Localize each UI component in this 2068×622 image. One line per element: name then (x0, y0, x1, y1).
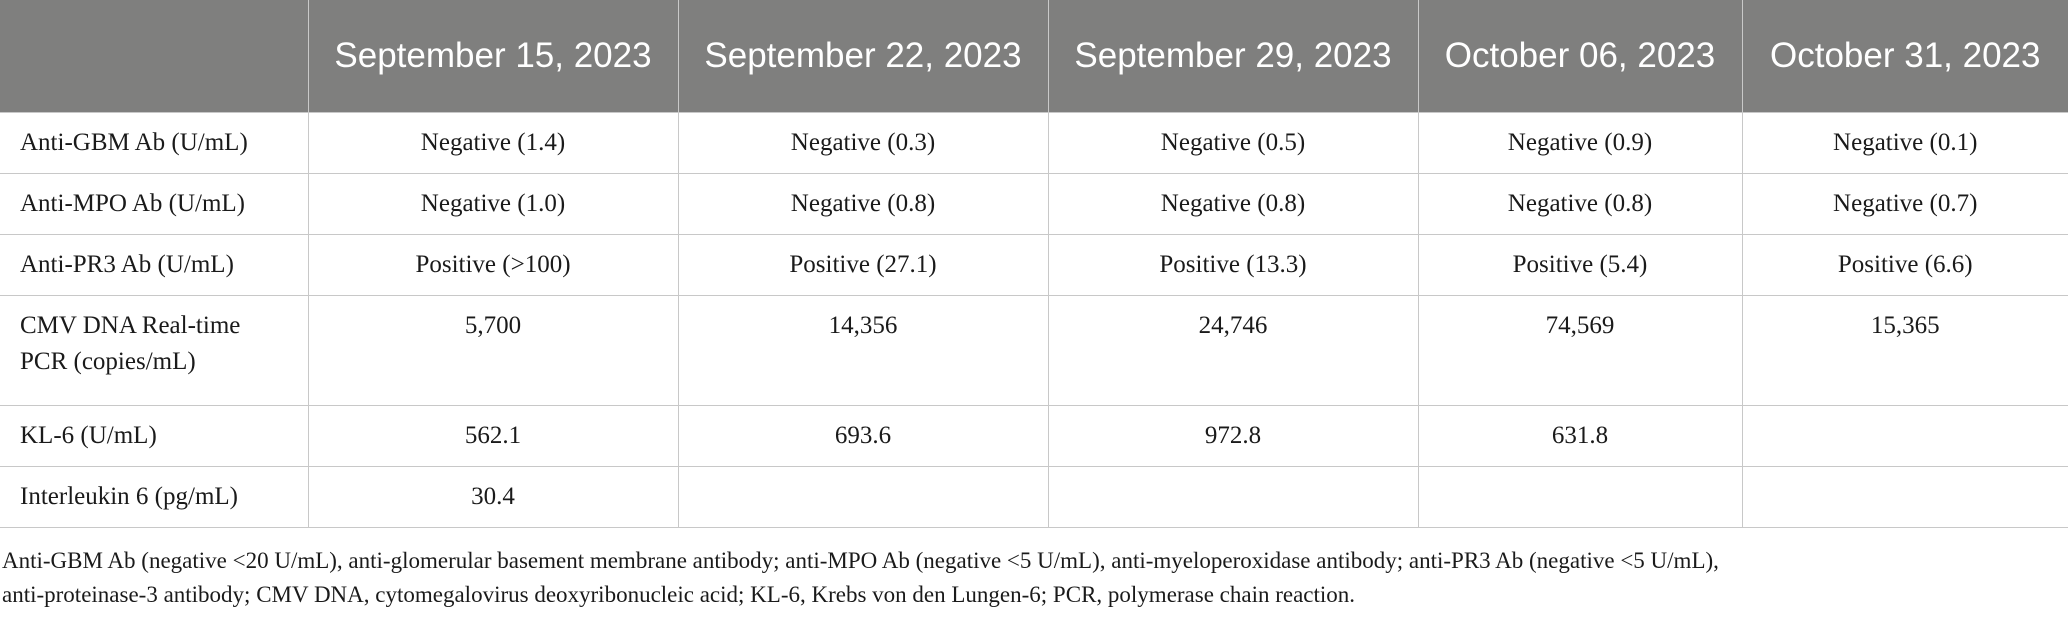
table-row: Anti-MPO Ab (U/mL) Negative (1.0) Negati… (0, 172, 2068, 234)
row-label: Anti-PR3 Ab (U/mL) (0, 233, 308, 295)
table-cell: Negative (1.4) (307, 111, 678, 173)
table-cell: 5,700 (307, 294, 678, 405)
table-cell (1741, 404, 2068, 466)
footnote-line: anti-proteinase-3 antibody; CMV DNA, cyt… (2, 582, 1356, 607)
table-cell (1047, 465, 1418, 528)
table-row: Anti-PR3 Ab (U/mL) Positive (>100) Posit… (0, 233, 2068, 295)
table-cell: Negative (0.8) (1047, 172, 1418, 234)
table-cell: Negative (0.7) (1741, 172, 2068, 234)
table-footnote: Anti-GBM Ab (negative <20 U/mL), anti-gl… (2, 544, 2062, 612)
table-row: CMV DNA Real-time PCR (copies/mL) 5,700 … (0, 294, 2068, 405)
table-cell: Negative (0.5) (1047, 111, 1418, 173)
lab-results-table: September 15, 2023 September 22, 2023 Se… (0, 0, 2068, 528)
row-label: KL-6 (U/mL) (0, 404, 308, 466)
table-cell: Negative (0.1) (1741, 111, 2068, 173)
table-cell (1417, 465, 1742, 528)
table-cell: Positive (27.1) (677, 233, 1048, 295)
table-cell: 972.8 (1047, 404, 1418, 466)
table-cell: Negative (0.9) (1417, 111, 1742, 173)
row-label: Interleukin 6 (pg/mL) (0, 465, 308, 528)
table-cell: Positive (13.3) (1047, 233, 1418, 295)
table-body: Anti-GBM Ab (U/mL) Negative (1.4) Negati… (0, 111, 2068, 528)
table-cell: 15,365 (1741, 294, 2068, 405)
table-row: Anti-GBM Ab (U/mL) Negative (1.4) Negati… (0, 111, 2068, 173)
table-cell (677, 465, 1048, 528)
header-cell-date: October 06, 2023 (1417, 0, 1742, 112)
table-cell: 30.4 (307, 465, 678, 528)
table-cell: 562.1 (307, 404, 678, 466)
table-row: Interleukin 6 (pg/mL) 30.4 (0, 465, 2068, 528)
table-cell: 74,569 (1417, 294, 1742, 405)
table-row: KL-6 (U/mL) 562.1 693.6 972.8 631.8 (0, 404, 2068, 466)
table-cell: Negative (1.0) (307, 172, 678, 234)
table-cell: Negative (0.3) (677, 111, 1048, 173)
table-cell: Positive (>100) (307, 233, 678, 295)
table-cell: Positive (5.4) (1417, 233, 1742, 295)
footnote-line: Anti-GBM Ab (negative <20 U/mL), anti-gl… (2, 548, 1719, 573)
table-cell: 693.6 (677, 404, 1048, 466)
row-label: Anti-MPO Ab (U/mL) (0, 172, 308, 234)
table-cell: Negative (0.8) (677, 172, 1048, 234)
table-cell: Positive (6.6) (1741, 233, 2068, 295)
header-cell-empty (0, 0, 308, 112)
table-cell (1741, 465, 2068, 528)
header-cell-date: September 22, 2023 (677, 0, 1048, 112)
table-cell: 24,746 (1047, 294, 1418, 405)
header-row: September 15, 2023 September 22, 2023 Se… (0, 0, 2068, 112)
header-cell-date: September 29, 2023 (1047, 0, 1418, 112)
row-label: Anti-GBM Ab (U/mL) (0, 111, 308, 173)
table-cell: Negative (0.8) (1417, 172, 1742, 234)
table-cell: 631.8 (1417, 404, 1742, 466)
table-cell: 14,356 (677, 294, 1048, 405)
header-cell-date: September 15, 2023 (307, 0, 678, 112)
row-label: CMV DNA Real-time PCR (copies/mL) (0, 294, 308, 405)
header-cell-date: October 31, 2023 (1741, 0, 2068, 112)
table-header: September 15, 2023 September 22, 2023 Se… (0, 0, 2068, 112)
